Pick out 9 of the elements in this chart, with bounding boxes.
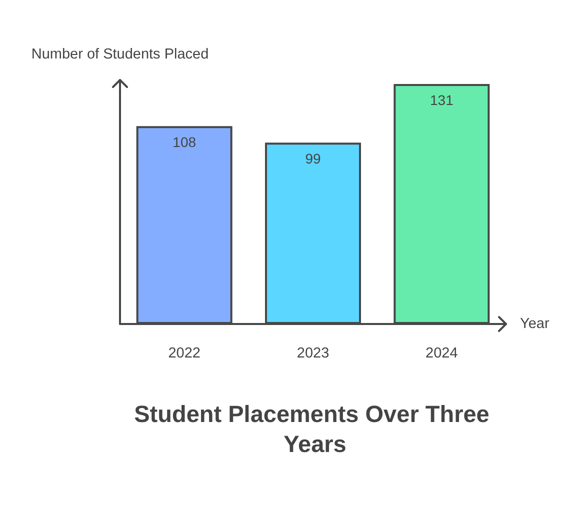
x-axis-title: Year	[520, 316, 550, 332]
text: Student Placements Over Three Years	[134, 401, 496, 457]
data-label: 131	[430, 92, 454, 108]
y-axis-title: Number of Students Placed	[31, 46, 209, 62]
x-tick-label: 2024	[426, 346, 458, 362]
x-tick-label: 2023	[296, 346, 330, 362]
x-tick-label: 2022	[168, 346, 200, 362]
data-label: 99	[305, 150, 321, 167]
data-label: 108	[172, 134, 196, 150]
